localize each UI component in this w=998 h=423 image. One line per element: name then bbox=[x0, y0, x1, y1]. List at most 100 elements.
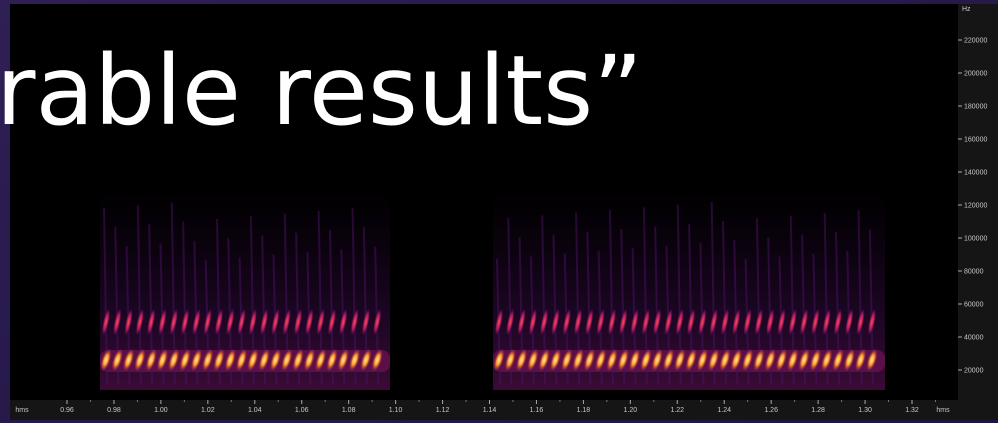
x-tick-label: 1.30 bbox=[858, 407, 872, 414]
y-tick-label: 20000 bbox=[964, 368, 984, 375]
upper-pulse bbox=[506, 308, 515, 336]
y-axis-strip bbox=[958, 4, 998, 400]
upper-pulse bbox=[811, 308, 820, 336]
pulse bbox=[561, 348, 573, 372]
y-axis-unit: Hz bbox=[962, 6, 971, 13]
axes: 220000 200000 180000 160000 140000 120000 1000… bbox=[60, 38, 987, 415]
pulse bbox=[100, 348, 112, 372]
upper-pulse bbox=[113, 308, 122, 336]
upper-pulse bbox=[822, 308, 831, 336]
upper-pulse bbox=[180, 308, 190, 336]
pulse bbox=[371, 348, 383, 372]
pulse bbox=[527, 348, 539, 372]
y-tick-label: 220000 bbox=[964, 38, 987, 45]
pulse bbox=[504, 348, 516, 372]
pulse bbox=[854, 348, 867, 372]
pulse bbox=[515, 348, 528, 372]
upper-pulse bbox=[528, 308, 538, 336]
upper-pulse bbox=[192, 308, 201, 336]
x-tick-label: 1.18 bbox=[577, 407, 591, 414]
y-tick-label: 100000 bbox=[964, 236, 987, 243]
upper-pulse bbox=[867, 308, 877, 336]
y-tick-label: 140000 bbox=[964, 170, 987, 177]
upper-pulse bbox=[833, 308, 843, 336]
pulse bbox=[787, 348, 799, 372]
pulse bbox=[821, 348, 833, 372]
x-axis-unit: hms bbox=[15, 407, 29, 414]
upper-pulse bbox=[562, 308, 571, 336]
pulse bbox=[179, 348, 191, 372]
pulse bbox=[628, 348, 641, 372]
pulse bbox=[111, 348, 123, 372]
upper-pulse bbox=[293, 308, 303, 336]
pulse bbox=[493, 348, 505, 372]
pulse bbox=[606, 348, 618, 372]
upper-pulse bbox=[517, 308, 526, 336]
pulse bbox=[832, 348, 844, 372]
overlay-text: rable results” bbox=[0, 35, 643, 147]
pulse bbox=[247, 348, 259, 372]
upper-pulse bbox=[203, 308, 212, 336]
upper-pulse bbox=[720, 308, 730, 336]
pulse bbox=[764, 348, 776, 372]
pulse bbox=[303, 348, 316, 372]
pulse bbox=[202, 348, 214, 372]
upper-pulse bbox=[585, 308, 594, 336]
upper-pulse bbox=[339, 308, 348, 336]
upper-pulse bbox=[698, 308, 707, 336]
upper-pulse bbox=[856, 308, 865, 336]
upper-pulse bbox=[641, 308, 651, 336]
pulse bbox=[145, 348, 157, 372]
upper-pulse bbox=[282, 308, 291, 336]
upper-pulse bbox=[248, 308, 258, 336]
y-tick-label: 160000 bbox=[964, 137, 987, 144]
pulse bbox=[640, 348, 652, 372]
upper-pulse bbox=[607, 308, 617, 336]
x-axis-strip bbox=[10, 400, 998, 420]
upper-pulse bbox=[260, 308, 269, 336]
y-tick-label: 200000 bbox=[964, 71, 987, 78]
pulse bbox=[190, 348, 203, 372]
upper-pulse bbox=[743, 308, 752, 336]
pulse bbox=[235, 348, 248, 372]
pulse bbox=[549, 348, 562, 372]
upper-pulse bbox=[327, 308, 337, 336]
pulse bbox=[348, 348, 361, 372]
upper-pulse bbox=[709, 308, 718, 336]
pulse bbox=[843, 348, 855, 372]
upper-pulse bbox=[135, 308, 145, 336]
y-tick-label: 80000 bbox=[964, 269, 984, 276]
upper-pulse bbox=[596, 308, 605, 336]
pulse bbox=[258, 348, 270, 372]
upper-pulse bbox=[237, 308, 246, 336]
x-tick-label: 1.14 bbox=[483, 407, 497, 414]
upper-pulse bbox=[305, 308, 314, 336]
pulse bbox=[337, 348, 349, 372]
pulse bbox=[798, 348, 810, 372]
upper-pulse bbox=[169, 308, 178, 336]
y-tick-label: 60000 bbox=[964, 302, 984, 309]
upper-pulse bbox=[799, 308, 809, 336]
x-tick-label: 1.00 bbox=[154, 407, 168, 414]
x-tick-label: 0.98 bbox=[107, 407, 121, 414]
x-tick-label: 1.04 bbox=[248, 407, 262, 414]
x-tick-label: 1.12 bbox=[436, 407, 450, 414]
pulse bbox=[122, 348, 135, 372]
pulse bbox=[224, 348, 236, 372]
pulse bbox=[741, 348, 754, 372]
pulse bbox=[213, 348, 225, 372]
upper-pulse bbox=[540, 308, 549, 336]
upper-pulse bbox=[147, 308, 156, 336]
pulse bbox=[719, 348, 731, 372]
upper-pulse bbox=[494, 308, 504, 336]
upper-pulse bbox=[124, 308, 133, 336]
spectrogram bbox=[100, 190, 885, 390]
x-tick-label: 1.02 bbox=[201, 407, 215, 414]
pulse bbox=[651, 348, 663, 372]
pulse bbox=[809, 348, 822, 372]
upper-pulse bbox=[214, 308, 224, 336]
pulse bbox=[674, 348, 686, 372]
upper-pulse bbox=[766, 308, 775, 336]
